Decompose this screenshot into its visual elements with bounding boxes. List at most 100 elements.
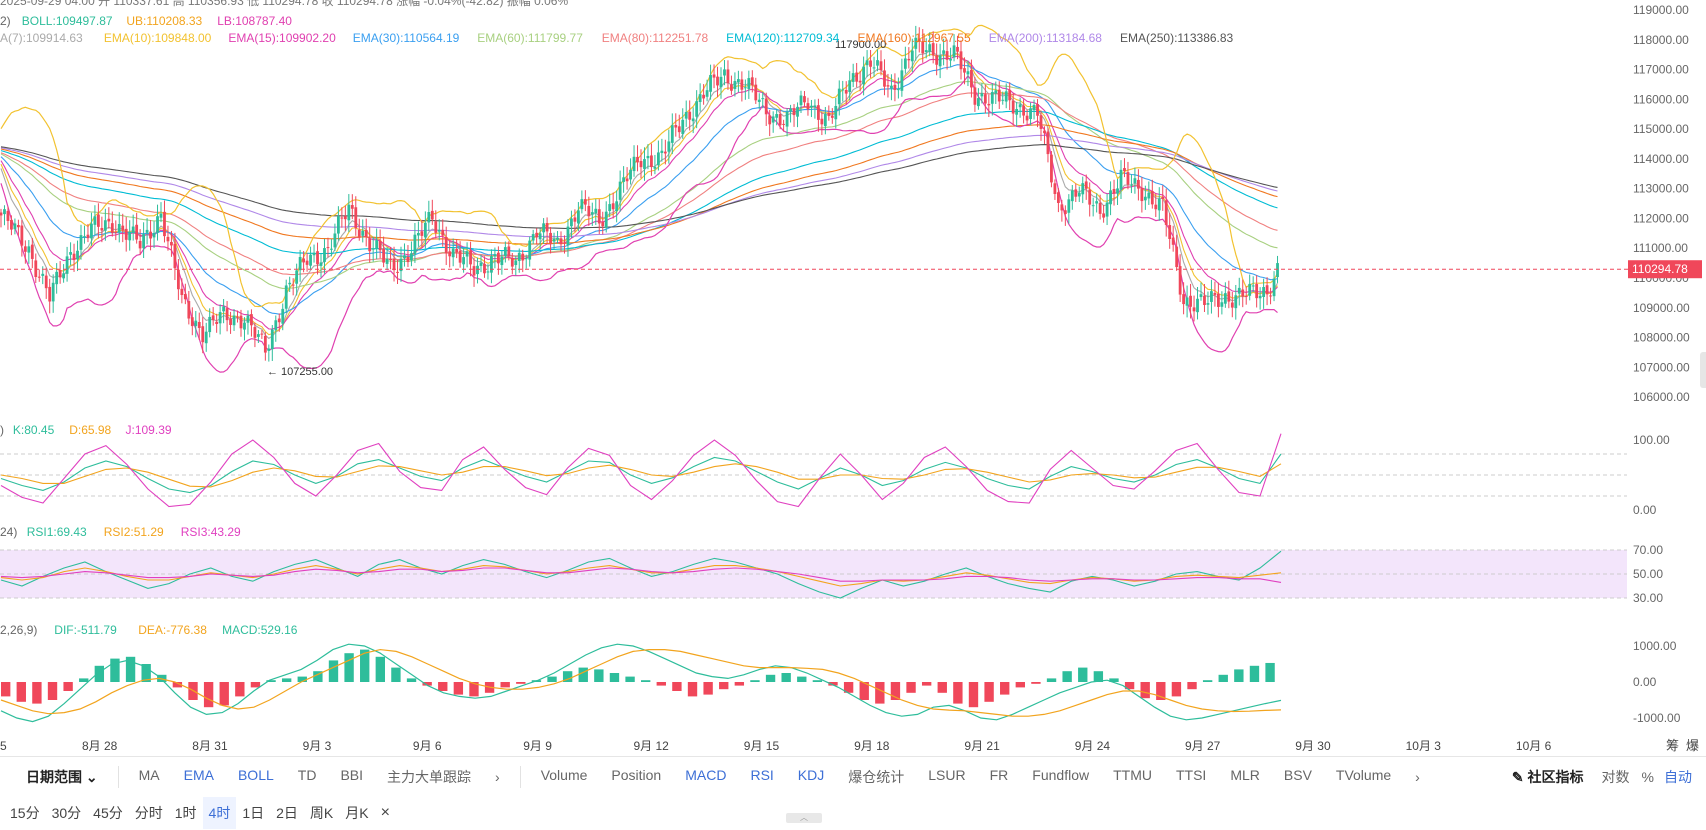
sub-indicator-fr[interactable]: FR [989, 767, 1009, 783]
sub-indicator-[interactable]: 爆仓统计 [848, 769, 905, 785]
indicator-[interactable]: 主力大单跟踪 [387, 769, 472, 785]
candle [93, 205, 97, 236]
chevron-right-icon[interactable]: › [495, 769, 500, 785]
sub-indicator-kdj[interactable]: KDJ [797, 767, 825, 783]
sub-legend-item: RSI2:51.29 [104, 525, 164, 539]
sub-indicator-ttmu[interactable]: TTMU [1113, 767, 1152, 783]
candle [1133, 167, 1137, 194]
sub-indicator-volume[interactable]: Volume [540, 767, 588, 783]
candle [684, 100, 688, 127]
period-3[interactable]: 分时 [134, 805, 163, 821]
sub-indicator-tvolume[interactable]: TVolume [1335, 767, 1392, 783]
side-panel-tab[interactable] [1700, 352, 1706, 388]
date-range-button[interactable]: 日期范围 ⌄ [0, 767, 110, 787]
candle-body [1109, 190, 1112, 205]
indicator-td[interactable]: TD [297, 767, 317, 783]
candle [994, 81, 998, 105]
period-4[interactable]: 1时 [174, 805, 197, 821]
x-axis-date: 9月 12 [634, 739, 670, 753]
candle-body [1130, 184, 1133, 186]
sub-indicator-rsi[interactable]: RSI [750, 767, 774, 783]
candle [305, 252, 309, 272]
candle [79, 224, 83, 260]
candle-body [945, 51, 949, 60]
candle-body [883, 70, 886, 87]
auto-scale-button[interactable]: 自动 [1664, 769, 1692, 785]
candle [865, 50, 869, 78]
candle-body [632, 156, 636, 172]
candle [27, 240, 31, 264]
candle [531, 229, 535, 245]
high-price-annotation: 117900.00 [835, 39, 886, 51]
chevron-right-icon[interactable]: › [1415, 769, 1420, 785]
candle [1119, 160, 1123, 199]
period-7[interactable]: 2日 [276, 805, 298, 821]
macd-bar [110, 658, 120, 682]
macd-bar [141, 664, 151, 682]
indicator-ema[interactable]: EMA [183, 767, 214, 783]
community-indicator-button[interactable]: ✎ 社区指标 [1500, 767, 1596, 787]
candle-body [1074, 189, 1078, 197]
candle-body [1265, 285, 1269, 295]
candle [820, 111, 824, 136]
candle-body [229, 318, 232, 325]
price-axis-tick: 108000.00 [1633, 331, 1690, 345]
candle-body [23, 246, 27, 252]
candle-body [493, 254, 497, 257]
candle-body [761, 98, 765, 100]
candle-body [496, 252, 500, 264]
period-1[interactable]: 30分 [51, 805, 82, 821]
sub-indicator-fundflow[interactable]: Fundflow [1032, 767, 1090, 783]
price-axis-tick: 111000.00 [1633, 241, 1688, 255]
candle-body [858, 80, 862, 83]
period-2[interactable]: 45分 [93, 805, 123, 821]
candle-body [246, 315, 250, 323]
candle-body [1088, 189, 1092, 205]
indicator-bbi[interactable]: BBI [340, 767, 364, 783]
candle [1248, 274, 1252, 301]
indicator-boll[interactable]: BOLL [237, 767, 274, 783]
candle-body [921, 40, 925, 54]
indicator-ma[interactable]: MA [138, 767, 160, 783]
candle [347, 194, 351, 233]
sub-indicator-position[interactable]: Position [611, 767, 662, 783]
period-0[interactable]: 15分 [10, 805, 40, 821]
candle-body [608, 204, 612, 212]
candle [6, 206, 10, 230]
macd-bar [438, 682, 448, 691]
macd-bar [16, 682, 26, 702]
sub-indicator-mlr[interactable]: MLR [1230, 767, 1260, 783]
candle-body [698, 94, 702, 103]
period-9[interactable]: 月K [345, 805, 369, 821]
log-scale-button[interactable]: 对数 [1601, 769, 1630, 785]
candle [796, 102, 799, 128]
candle [472, 257, 476, 287]
candle [375, 228, 379, 260]
candle-body [430, 210, 434, 220]
candle-body [716, 76, 719, 86]
chart-canvas[interactable]: 119000.00 118000.00 117000.00 116000.00 1150… [0, 0, 1706, 756]
candle-body [997, 89, 1001, 102]
candle-body [910, 50, 914, 62]
candle [1015, 102, 1019, 127]
candle-body [1077, 192, 1081, 197]
candle [1140, 176, 1144, 213]
sub-indicator-macd[interactable]: MACD [685, 767, 727, 783]
period-6[interactable]: 1日 [242, 805, 265, 821]
resize-handle[interactable]: ︿ [786, 813, 822, 823]
macd-bar [313, 671, 323, 682]
percent-scale-button[interactable]: % [1641, 769, 1654, 785]
sub-indicator-lsur[interactable]: LSUR [928, 767, 966, 783]
price-axis-tick: 114000.00 [1633, 152, 1689, 166]
price-axis-tick: 115000.00 [1633, 122, 1689, 136]
candle [563, 235, 566, 254]
close-icon[interactable]: × [380, 804, 390, 821]
candle [110, 211, 114, 237]
period-5[interactable]: 4时 [202, 797, 237, 829]
candle [938, 43, 942, 79]
period-8[interactable]: 周K [309, 805, 334, 821]
ema-legend-item: EMA(80):112251.78 [602, 31, 709, 45]
sub-indicator-bsv[interactable]: BSV [1283, 767, 1312, 783]
divider [519, 766, 521, 788]
sub-indicator-ttsi[interactable]: TTSI [1175, 767, 1207, 783]
